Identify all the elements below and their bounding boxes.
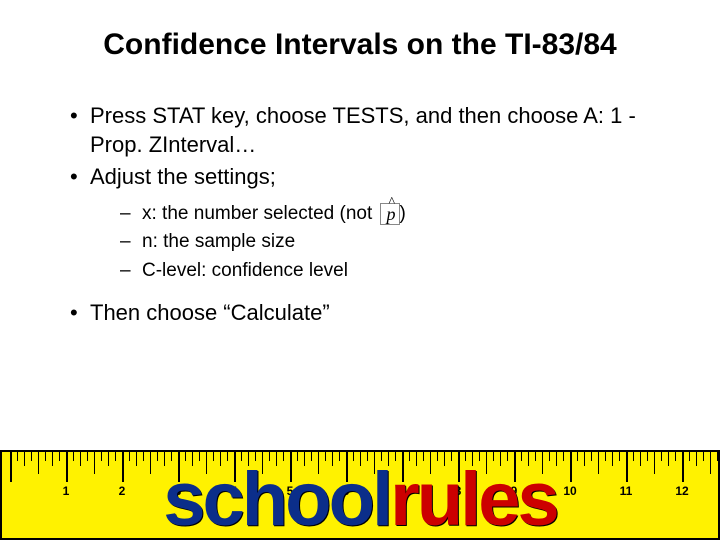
slide-title: Confidence Intervals on the TI-83/84 xyxy=(50,28,670,62)
ruler-tick xyxy=(675,452,676,461)
ruler-tick xyxy=(10,452,12,482)
ruler-tick xyxy=(668,452,669,466)
ruler-tick xyxy=(591,452,592,461)
ruler-tick xyxy=(38,452,39,474)
ruler-tick xyxy=(101,452,102,461)
logo-word-rules: rules xyxy=(390,457,557,542)
ruler-number: 1 xyxy=(63,484,70,498)
ruler-tick xyxy=(129,452,130,461)
ruler-tick xyxy=(150,452,151,474)
ruler-tick xyxy=(136,452,137,466)
ruler-tick xyxy=(143,452,144,461)
ruler-tick xyxy=(577,452,578,461)
ruler-tick xyxy=(115,452,116,461)
ruler-tick xyxy=(563,452,564,461)
ruler-tick xyxy=(570,452,572,482)
ruler-tick xyxy=(598,452,599,474)
ruler-number: 11 xyxy=(620,484,633,498)
ruler-tick xyxy=(59,452,60,461)
ruler-tick xyxy=(626,452,628,482)
ruler-tick xyxy=(661,452,662,461)
ruler-tick xyxy=(45,452,46,461)
sub-bullet-list: x: the number selected (not p) n: the sa… xyxy=(90,200,670,286)
ruler-tick xyxy=(108,452,109,466)
ruler-tick xyxy=(17,452,18,461)
ruler-tick xyxy=(682,452,684,482)
sub-bullet-2: n: the sample size xyxy=(120,228,670,257)
ruler-tick xyxy=(52,452,53,466)
ruler-tick xyxy=(584,452,585,466)
ruler-tick xyxy=(605,452,606,461)
sub1-prefix: x: the number selected (not xyxy=(142,203,378,224)
ruler-tick xyxy=(94,452,95,474)
ruler-tick xyxy=(24,452,25,466)
ruler-number: 10 xyxy=(563,484,576,498)
ruler-tick xyxy=(66,452,68,482)
ruler-tick xyxy=(654,452,655,474)
ruler-tick xyxy=(647,452,648,461)
sub-bullet-1: x: the number selected (not p) xyxy=(120,200,670,229)
logo-text: schoolrules xyxy=(163,462,557,538)
bullet-2: Adjust the settings; x: the number selec… xyxy=(70,163,670,285)
ruler-tick xyxy=(717,452,718,461)
ruler-tick xyxy=(87,452,88,461)
sub1-suffix: ) xyxy=(400,203,406,224)
ruler-tick xyxy=(80,452,81,466)
ruler-tick xyxy=(157,452,158,461)
ruler-tick xyxy=(619,452,620,461)
ruler-tick xyxy=(696,452,697,466)
ruler-tick xyxy=(612,452,613,466)
ruler-number: 2 xyxy=(119,484,126,498)
ruler-tick xyxy=(633,452,634,461)
ruler-tick xyxy=(31,452,32,461)
phat-icon: p xyxy=(380,203,400,225)
bullet-3: Then choose “Calculate” xyxy=(70,299,670,328)
main-bullet-list: Press STAT key, choose TESTS, and then c… xyxy=(50,102,670,328)
logo-word-school: school xyxy=(163,457,390,542)
sub-bullet-3: C-level: confidence level xyxy=(120,257,670,286)
ruler-tick xyxy=(640,452,641,466)
ruler-tick xyxy=(710,452,711,474)
ruler-area: 123456789101112 schoolrules xyxy=(0,440,720,540)
ruler-number: 12 xyxy=(675,484,688,498)
ruler-tick xyxy=(689,452,690,461)
ruler-tick xyxy=(73,452,74,461)
bullet-2-text: Adjust the settings; xyxy=(90,164,276,189)
ruler-tick xyxy=(703,452,704,461)
ruler-tick xyxy=(122,452,124,482)
bullet-1: Press STAT key, choose TESTS, and then c… xyxy=(70,102,670,159)
